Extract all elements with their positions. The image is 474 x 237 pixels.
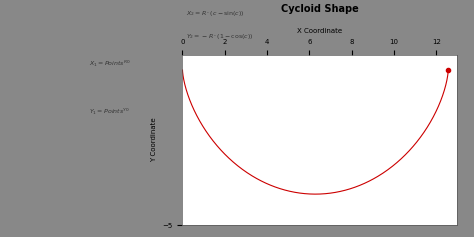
Text: $X_2 = R \cdot (c - \sin(c))$: $X_2 = R \cdot (c - \sin(c))$	[186, 9, 245, 18]
Title: Cycloid Shape: Cycloid Shape	[281, 4, 359, 14]
X-axis label: X Coordinate: X Coordinate	[297, 28, 343, 34]
Text: $Y_1 = Points^{Y0}$: $Y_1 = Points^{Y0}$	[89, 107, 129, 117]
Text: $X_1 = Points^{R0}$: $X_1 = Points^{R0}$	[89, 59, 131, 69]
Text: $Y_2 = -R \cdot (1 - \cos(c))$: $Y_2 = -R \cdot (1 - \cos(c))$	[186, 32, 254, 41]
Y-axis label: Y Coordinate: Y Coordinate	[151, 118, 157, 162]
